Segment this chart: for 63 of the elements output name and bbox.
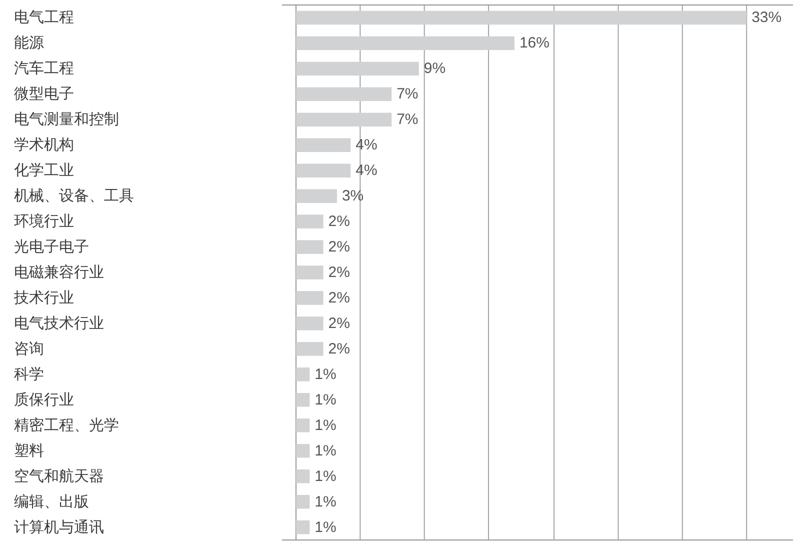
bar: [296, 62, 419, 76]
data-label: 7%: [396, 86, 418, 103]
bar: [296, 520, 310, 534]
y-tick-label: 空气和航天器: [14, 468, 104, 485]
bar: [296, 291, 324, 305]
bar: [296, 112, 392, 127]
data-label: 3%: [342, 188, 364, 205]
bar: [296, 240, 324, 254]
bar: [296, 87, 392, 102]
data-label: 33%: [752, 9, 782, 26]
data-label: 1%: [314, 416, 336, 434]
y-tick-label: 学术机构: [14, 136, 74, 154]
bar: [296, 138, 351, 152]
bar: [296, 266, 324, 280]
y-tick-label: 电气技术行业: [14, 314, 104, 332]
bar: [296, 444, 310, 458]
data-label: 16%: [519, 34, 550, 52]
y-tick-label: 技术行业: [13, 289, 74, 306]
data-label: 1%: [314, 442, 336, 460]
data-label: 1%: [314, 366, 336, 383]
y-tick-label: 能源: [14, 34, 44, 52]
data-label: 2%: [328, 213, 350, 230]
y-tick-label: 计算机与通讯: [14, 518, 104, 536]
bar: [296, 164, 351, 178]
bar: [296, 214, 324, 228]
y-tick-label: 科学: [14, 366, 44, 383]
data-label: 2%: [328, 314, 350, 332]
y-tick-label: 编辑、出版: [14, 493, 89, 510]
bar: [296, 494, 310, 509]
y-tick-label: 微型电子: [14, 86, 74, 103]
data-label: 1%: [314, 493, 336, 510]
bar: [296, 189, 337, 203]
data-label: 9%: [424, 60, 446, 78]
data-label: 2%: [328, 264, 350, 281]
bar: [296, 10, 747, 25]
y-tick-label: 质保行业: [14, 391, 74, 408]
data-label: 2%: [328, 289, 350, 306]
data-label: 4%: [356, 136, 378, 154]
y-tick-label: 精密工程、光学: [14, 416, 119, 434]
bar: [296, 469, 310, 484]
data-label: 2%: [328, 238, 350, 256]
bar: [296, 316, 324, 330]
y-tick-label: 咨询: [14, 340, 44, 358]
bar: [296, 418, 310, 432]
y-tick-label: 光电子电子: [14, 238, 89, 256]
bar: [296, 393, 310, 407]
data-label: 1%: [314, 518, 336, 536]
data-label: 1%: [314, 391, 336, 408]
y-tick-label: 环境行业: [14, 213, 74, 230]
bar: [296, 342, 324, 356]
y-tick-label: 电气工程: [14, 9, 74, 26]
y-tick-label: 电磁兼容行业: [14, 264, 104, 281]
y-tick-label: 电气测量和控制: [14, 111, 119, 128]
bar: [296, 368, 310, 382]
data-label: 1%: [314, 468, 336, 485]
y-tick-label: 汽车工程: [14, 60, 74, 78]
data-label: 7%: [396, 111, 418, 128]
data-label: 2%: [328, 340, 350, 358]
data-label: 4%: [356, 162, 378, 180]
y-tick-label: 塑料: [14, 442, 44, 460]
y-tick-label: 化学工业: [14, 162, 74, 180]
bar: [296, 36, 514, 50]
y-tick-label: 机械、设备、工具: [14, 188, 134, 205]
